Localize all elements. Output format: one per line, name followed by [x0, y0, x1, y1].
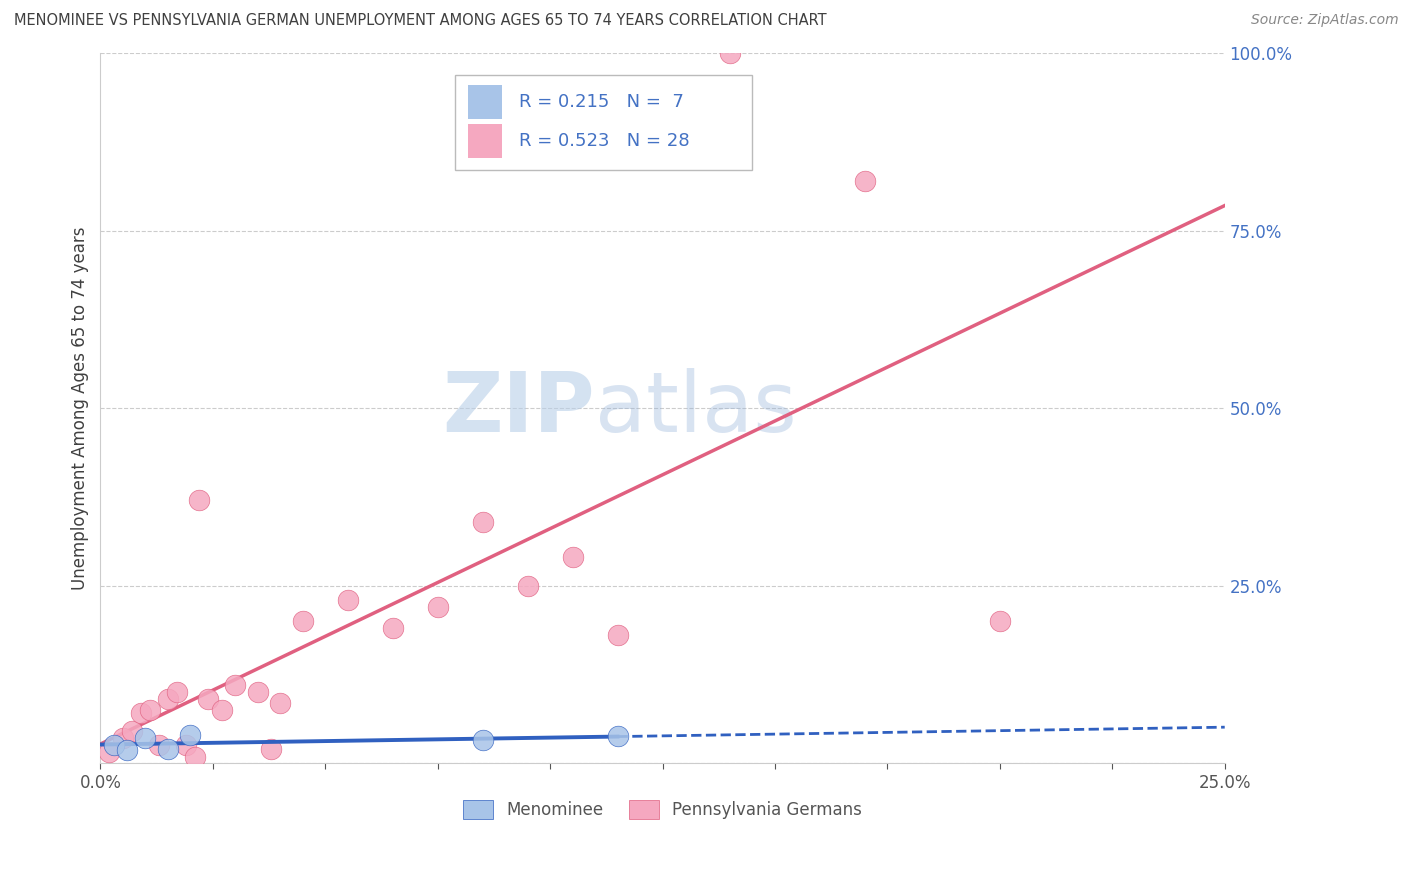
- Text: ZIP: ZIP: [443, 368, 595, 449]
- Point: [853, 174, 876, 188]
- Point: [516, 579, 538, 593]
- Legend: Menominee, Pennsylvania Germans: Menominee, Pennsylvania Germans: [457, 794, 869, 826]
- Point: [129, 706, 152, 721]
- Point: [174, 739, 197, 753]
- FancyBboxPatch shape: [468, 123, 502, 158]
- Point: [471, 733, 494, 747]
- Point: [260, 742, 283, 756]
- Point: [291, 614, 314, 628]
- Point: [988, 614, 1011, 628]
- Y-axis label: Unemployment Among Ages 65 to 74 years: Unemployment Among Ages 65 to 74 years: [72, 227, 89, 590]
- Point: [426, 599, 449, 614]
- Point: [148, 739, 170, 753]
- Point: [197, 692, 219, 706]
- Text: R = 0.215   N =  7: R = 0.215 N = 7: [519, 93, 683, 112]
- Point: [471, 515, 494, 529]
- FancyBboxPatch shape: [468, 85, 502, 120]
- Point: [134, 731, 156, 746]
- Point: [269, 696, 291, 710]
- Text: R = 0.523   N = 28: R = 0.523 N = 28: [519, 131, 689, 150]
- Point: [381, 621, 404, 635]
- Point: [561, 550, 583, 565]
- Point: [98, 746, 121, 760]
- Text: Source: ZipAtlas.com: Source: ZipAtlas.com: [1251, 13, 1399, 28]
- Point: [606, 729, 628, 743]
- Point: [166, 685, 188, 699]
- Point: [156, 742, 179, 756]
- Point: [211, 703, 233, 717]
- FancyBboxPatch shape: [454, 75, 752, 170]
- Point: [103, 739, 125, 753]
- Text: atlas: atlas: [595, 368, 797, 449]
- Point: [184, 750, 207, 764]
- Point: [336, 592, 359, 607]
- Point: [224, 678, 246, 692]
- Point: [246, 685, 269, 699]
- Text: MENOMINEE VS PENNSYLVANIA GERMAN UNEMPLOYMENT AMONG AGES 65 TO 74 YEARS CORRELAT: MENOMINEE VS PENNSYLVANIA GERMAN UNEMPLO…: [14, 13, 827, 29]
- Point: [139, 703, 162, 717]
- Point: [718, 46, 741, 61]
- Point: [121, 724, 143, 739]
- Point: [156, 692, 179, 706]
- Point: [179, 728, 201, 742]
- Point: [188, 493, 211, 508]
- Point: [111, 731, 134, 746]
- Point: [606, 628, 628, 642]
- Point: [117, 743, 139, 757]
